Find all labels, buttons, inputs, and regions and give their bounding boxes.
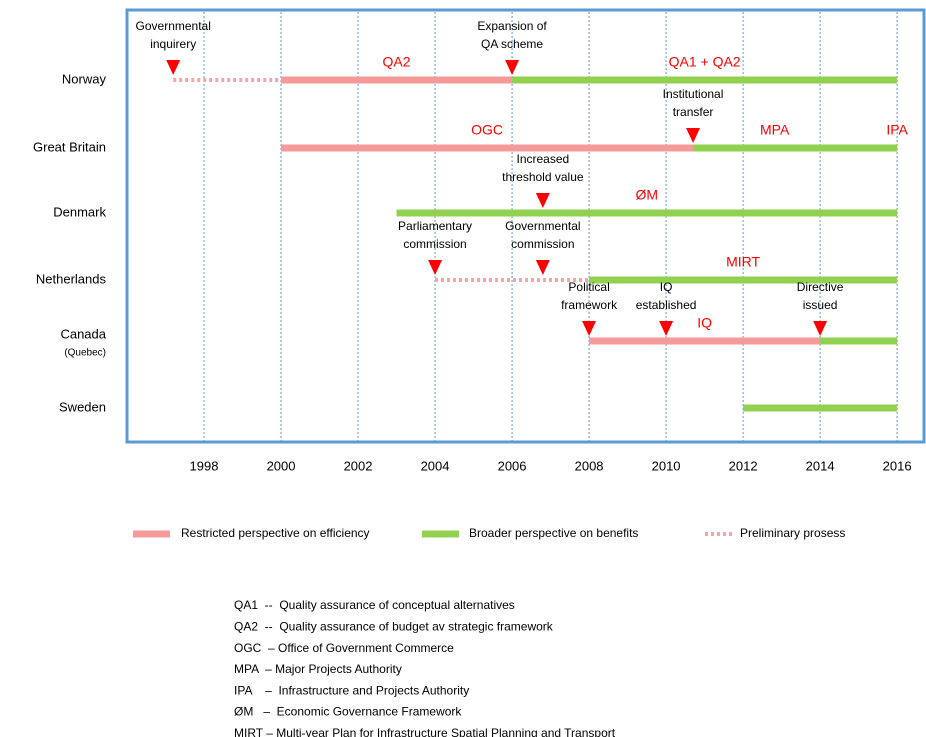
event-label: Expansion of <box>477 19 547 33</box>
event-marker <box>659 321 674 336</box>
event-label: QA scheme <box>481 37 543 51</box>
event-label: commission <box>403 237 466 251</box>
glossary-line: ØM – Economic Governance Framework <box>234 705 462 719</box>
event-marker <box>582 321 597 336</box>
event-marker <box>686 128 701 143</box>
event-label: Governmental <box>505 219 580 233</box>
event-label: Increased <box>517 152 570 166</box>
segment-label: ØM <box>636 187 659 203</box>
glossary-line: OGC – Office of Government Commerce <box>234 641 454 655</box>
row-label: Norway <box>62 71 107 86</box>
event-label: IQ <box>660 280 673 294</box>
segment-label: MPA <box>760 122 790 138</box>
x-tick-label: 2014 <box>806 458 835 473</box>
event-label: issued <box>803 298 838 312</box>
event-label: established <box>636 298 697 312</box>
legend-label: Broader perspective on benefits <box>469 526 638 540</box>
event-label: threshold value <box>502 170 584 184</box>
event-label: Institutional <box>663 87 724 101</box>
segment-label: OGC <box>471 122 503 138</box>
segment-label: QA2 <box>383 54 411 70</box>
x-tick-label: 2010 <box>652 458 681 473</box>
event-label: commission <box>511 237 574 251</box>
event-label: Governmental <box>136 19 211 33</box>
segment-label: IPA <box>886 122 908 138</box>
event-marker <box>535 260 550 275</box>
event-marker <box>505 60 520 75</box>
row-label: Sweden <box>59 399 106 414</box>
x-tick-label: 1998 <box>190 458 219 473</box>
segment-label: QA1 + QA2 <box>669 54 741 70</box>
row-label: Canada <box>60 326 106 341</box>
x-tick-label: 2016 <box>883 458 912 473</box>
event-marker <box>166 60 181 75</box>
event-label: framework <box>561 298 618 312</box>
segment-label: MIRT <box>726 254 760 270</box>
event-label: inquirery <box>150 37 196 51</box>
event-label: transfer <box>673 105 714 119</box>
glossary-line: MIRT – Multi-year Plan for Infrastructur… <box>234 726 616 737</box>
plot-frame <box>125 8 926 444</box>
legend-label: Preliminary prosess <box>740 526 845 540</box>
event-label: Political <box>568 280 609 294</box>
x-tick-label: 2008 <box>575 458 604 473</box>
x-tick-label: 2012 <box>729 458 758 473</box>
row-label: Denmark <box>53 204 106 219</box>
event-label: Parliamentary <box>398 219 472 233</box>
x-tick-label: 2002 <box>344 458 373 473</box>
glossary-line: QA1 -- Quality assurance of conceptual a… <box>234 598 515 612</box>
x-tick-label: 2004 <box>421 458 450 473</box>
x-tick-label: 2000 <box>267 458 296 473</box>
segment-label: IQ <box>697 315 712 331</box>
event-marker <box>428 260 443 275</box>
x-tick-label: 2006 <box>498 458 527 473</box>
glossary-line: MPA – Major Projects Authority <box>234 662 402 676</box>
row-label: Netherlands <box>36 271 107 286</box>
event-marker <box>813 321 828 336</box>
event-label: Directive <box>797 280 844 294</box>
row-sublabel: (Quebec) <box>64 348 106 359</box>
glossary-line: IPA – Infrastructure and Projects Author… <box>234 683 469 697</box>
glossary-line: QA2 -- Quality assurance of budget av st… <box>234 619 554 633</box>
row-label: Great Britain <box>33 139 106 154</box>
legend-label: Restricted perspective on efficiency <box>181 526 370 540</box>
event-marker <box>535 193 550 208</box>
